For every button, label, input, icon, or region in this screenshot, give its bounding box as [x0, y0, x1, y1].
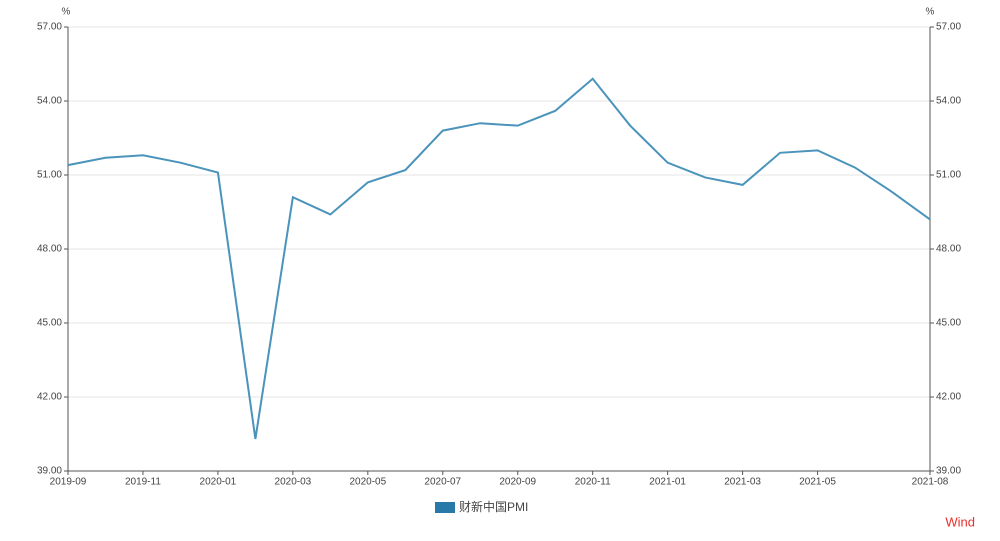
- x-tick-label: 2020-05: [349, 477, 386, 488]
- y2-tick-label: 42.00: [936, 392, 961, 403]
- y-tick-label: 39.00: [37, 466, 62, 477]
- line: [67, 77, 931, 440]
- y-tick-label: 51.00: [37, 170, 62, 181]
- x-tick-label: 2021-08: [912, 477, 949, 488]
- y2-unit: %: [926, 7, 935, 18]
- y-unit: %: [62, 7, 71, 18]
- y-tick-label: 57.00: [37, 22, 62, 33]
- y2-tick-label: 51.00: [936, 170, 961, 181]
- y2-tick-label: 48.00: [936, 244, 961, 255]
- x-tick-label: 2020-01: [200, 477, 237, 488]
- x-tick-label: 2020-11: [575, 477, 611, 488]
- y-tick-label: 48.00: [37, 244, 62, 255]
- legend-label: 财新中国PMI: [459, 499, 528, 514]
- y-tick-label: 42.00: [37, 392, 62, 403]
- x-tick-label: 2019-11: [125, 477, 161, 488]
- y2-tick-label: 45.00: [936, 318, 961, 329]
- x-tick-label: 2020-07: [424, 477, 461, 488]
- x-tick-label: 2020-09: [499, 477, 536, 488]
- x-tick-label: 2021-05: [799, 477, 836, 488]
- x-tick-label: 2021-01: [649, 477, 686, 488]
- source: Wind: [945, 514, 975, 529]
- y2-tick-label: 54.00: [936, 96, 961, 107]
- y-tick-label: 54.00: [37, 96, 62, 107]
- x-tick-label: 2019-09: [50, 477, 87, 488]
- legend-swatch: [435, 502, 455, 513]
- y2-tick-label: 39.00: [936, 466, 961, 477]
- x-tick-label: 2021-03: [724, 477, 761, 488]
- y-tick-label: 45.00: [37, 318, 62, 329]
- y2-tick-label: 57.00: [936, 22, 961, 33]
- x-tick-label: 2020-03: [275, 477, 312, 488]
